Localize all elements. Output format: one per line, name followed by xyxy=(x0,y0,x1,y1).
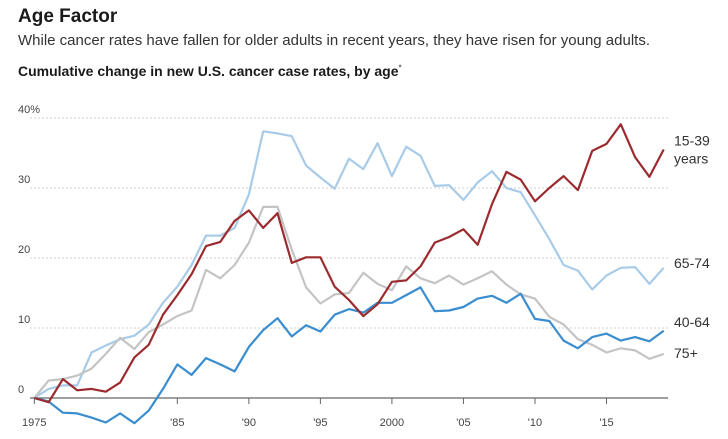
x-tick-label: 2000 xyxy=(380,417,404,429)
chart-title-text: Cumulative change in new U.S. cancer cas… xyxy=(18,63,399,79)
grid-lines xyxy=(30,117,668,399)
x-tick-label: '90 xyxy=(242,417,256,429)
chart-title: Cumulative change in new U.S. cancer cas… xyxy=(18,63,402,79)
page-title: Age Factor xyxy=(18,6,118,27)
series-label: 40-64 xyxy=(674,314,710,330)
series-label: 65-74 xyxy=(674,255,710,271)
x-tick-label: '15 xyxy=(599,417,613,429)
x-tick-label: '10 xyxy=(528,417,542,429)
y-tick-label: 0 xyxy=(18,384,24,396)
y-tick-label: 40% xyxy=(18,104,40,116)
series-label: 75+ xyxy=(674,345,698,361)
y-tick-label: 30 xyxy=(18,174,30,186)
series-labels: 15-39 years 65-74 40-64 75+ xyxy=(674,133,710,361)
page-subtitle: While cancer rates have fallen for older… xyxy=(18,32,650,49)
y-tick-label: 20 xyxy=(18,244,30,256)
series-line-75+ xyxy=(33,205,665,399)
chart-title-footnote-mark: * xyxy=(398,63,402,73)
x-tick-label: '05 xyxy=(456,417,470,429)
series-line-15-39-years xyxy=(33,123,665,404)
y-tick-label: 10 xyxy=(18,314,30,326)
x-tick-label: '95 xyxy=(313,417,327,429)
x-tick-label: 1975 xyxy=(22,417,46,429)
x-tick-label: '85 xyxy=(170,417,184,429)
series-line-65-74 xyxy=(33,130,665,399)
series-line-40-64 xyxy=(34,286,665,425)
series-label: years xyxy=(674,151,708,167)
x-axis-ticks: 1975 '85 '90 '95 2000 '05 '10 '15 xyxy=(22,398,614,429)
series-label: 15-39 xyxy=(674,133,710,149)
y-axis-ticks: 0 10 20 30 40% xyxy=(18,104,40,396)
series-lines xyxy=(33,123,665,425)
